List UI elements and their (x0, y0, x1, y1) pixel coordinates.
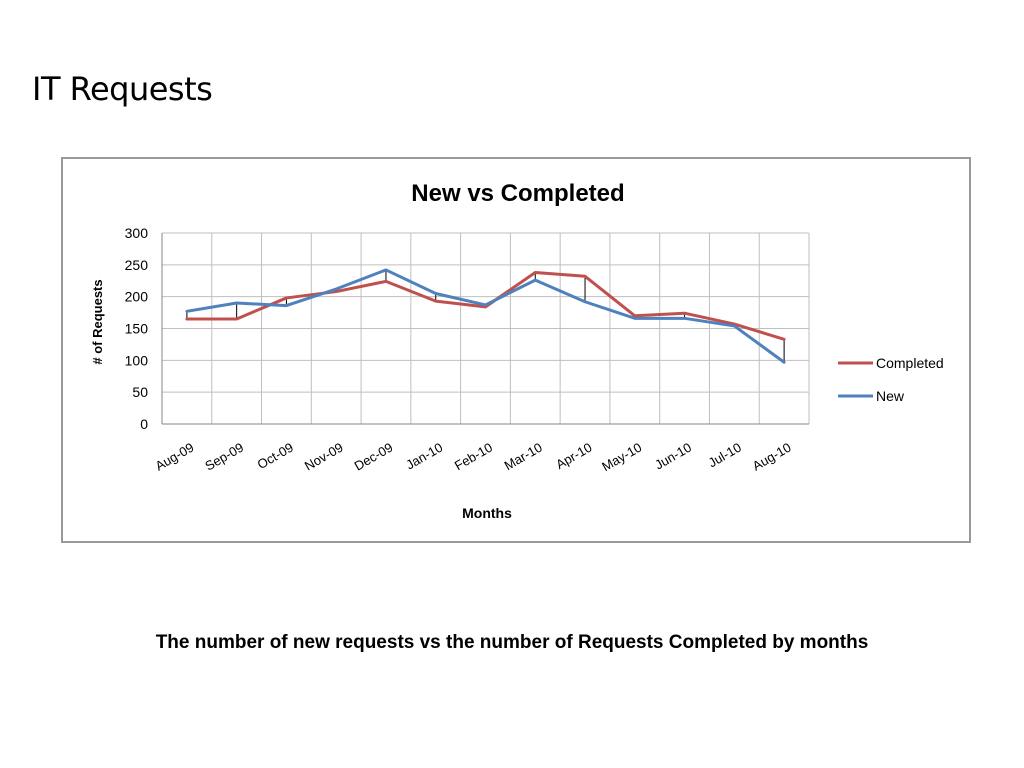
chart-title: New vs Completed (411, 180, 624, 207)
y-tick-label: 50 (132, 384, 148, 400)
x-axis-label: Months (462, 505, 512, 521)
slide-caption: The number of new requests vs the number… (155, 632, 869, 653)
x-tick-label: Oct-09 (255, 440, 296, 472)
chart-legend: Completed New (838, 355, 944, 404)
y-tick-label: 250 (125, 257, 149, 273)
line-chart: New vs Completed 0 50 100 150 200 250 300 Aug-… (90, 180, 944, 521)
chart-container: New vs Completed 0 50 100 150 200 250 300 Aug-… (61, 157, 971, 543)
y-tick-label: 200 (125, 289, 149, 305)
x-tick-label: Apr-10 (553, 440, 594, 473)
x-tick-label: Aug-09 (153, 440, 197, 474)
x-tick-label: Mar-10 (502, 440, 545, 474)
y-tick-label: 150 (125, 321, 149, 337)
legend-label: New (876, 388, 905, 404)
legend-label: Completed (876, 355, 944, 371)
x-tick-label: May-10 (599, 440, 644, 475)
y-axis-label: # of Requests (90, 279, 105, 364)
x-tick-label: Jun-10 (652, 440, 694, 473)
y-tick-label: 0 (140, 416, 148, 432)
x-tick-label: Aug-10 (750, 440, 794, 474)
slide-title: IT Requests (32, 70, 213, 108)
x-tick-label: Dec-09 (352, 440, 396, 474)
x-tick-label: Jul-10 (706, 440, 744, 471)
x-tick-label: Jan-10 (403, 440, 445, 473)
x-tick-label: Sep-09 (202, 440, 246, 474)
y-tick-label: 100 (125, 352, 149, 368)
x-tick-label: Feb-10 (452, 440, 495, 474)
y-tick-label: 300 (125, 225, 149, 241)
x-tick-label: Nov-09 (302, 440, 346, 474)
